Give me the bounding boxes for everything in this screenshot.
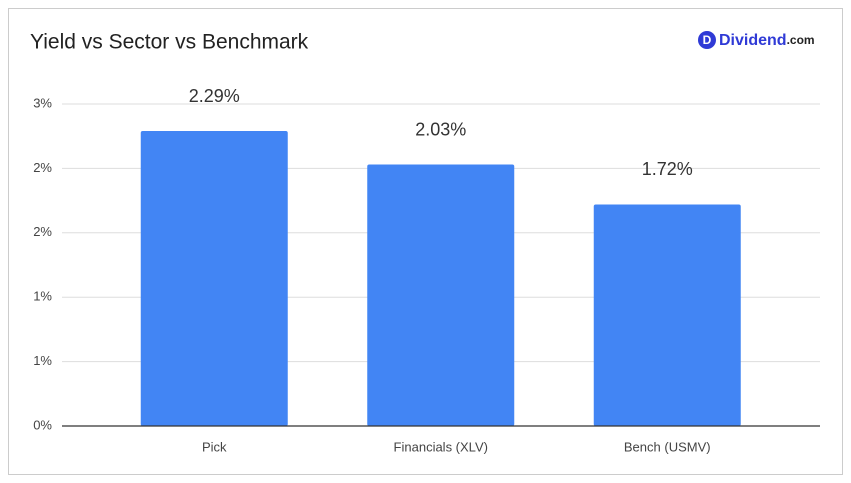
chart-title: Yield vs Sector vs Benchmark xyxy=(30,31,309,54)
bar xyxy=(140,131,288,426)
x-tick-label: Pick xyxy=(202,439,227,454)
logo-icon xyxy=(698,31,716,49)
y-tick-label: 0% xyxy=(33,417,52,432)
value-label: 1.72% xyxy=(642,159,693,179)
value-label: 2.29% xyxy=(189,86,240,106)
x-tick-label: Financials (XLV) xyxy=(394,439,488,454)
bar xyxy=(367,164,515,426)
logo-name: Dividend xyxy=(719,32,787,49)
y-tick-label: 2% xyxy=(33,160,52,175)
y-tick-label: 1% xyxy=(33,289,52,304)
y-tick-label: 2% xyxy=(33,224,52,239)
x-tick-label: Bench (USMV) xyxy=(624,439,711,454)
bar xyxy=(593,204,741,426)
y-tick-label: 3% xyxy=(33,95,52,110)
value-label: 2.03% xyxy=(415,119,466,139)
logo: Dividend.com xyxy=(719,32,815,49)
logo-mark: D xyxy=(703,33,712,47)
y-tick-label: 1% xyxy=(33,353,52,368)
logo-suffix: .com xyxy=(787,33,815,47)
